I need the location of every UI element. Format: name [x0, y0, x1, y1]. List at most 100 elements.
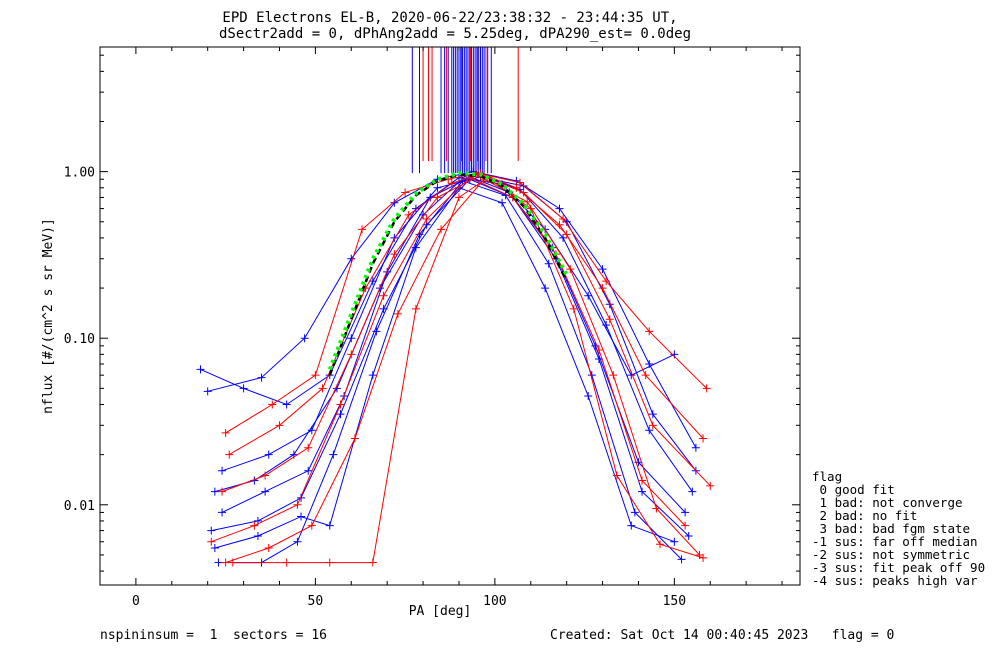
- data-point: [347, 334, 356, 343]
- data-point: [225, 450, 234, 459]
- data-point: [325, 558, 334, 567]
- legend-item: -4 sus: peaks high var: [812, 573, 978, 588]
- data-point: [268, 400, 277, 409]
- legend-item: 1 bad: not converge: [812, 495, 963, 510]
- axis-ticks: 0 50 100 150 0.01 0.10 1.00: [64, 47, 800, 609]
- x-axis-label: PA [deg]: [409, 604, 472, 619]
- data-point: [336, 410, 345, 419]
- data-point: [210, 487, 219, 496]
- data-point: [411, 243, 420, 252]
- data-point: [210, 544, 219, 553]
- data-point: [218, 508, 227, 517]
- data-point: [325, 521, 334, 530]
- series-line: [221, 174, 711, 493]
- series-line: [228, 172, 704, 456]
- legend-title: flag: [812, 469, 842, 484]
- data-point: [605, 315, 614, 324]
- data-point: [602, 277, 611, 286]
- legend-item: 2 bad: no fit: [812, 508, 917, 523]
- data-point: [645, 327, 654, 336]
- data-point: [368, 558, 377, 567]
- data-point: [228, 558, 237, 567]
- data-point: [411, 304, 420, 313]
- data-point: [221, 558, 230, 567]
- data-point: [401, 188, 410, 197]
- series-line: [225, 178, 700, 564]
- data-point: [638, 476, 647, 485]
- data-point: [630, 508, 639, 517]
- data-point: [253, 531, 262, 540]
- data-point: [555, 220, 564, 229]
- data-point: [681, 521, 690, 530]
- data-point: [555, 204, 564, 213]
- data-point: [569, 304, 578, 313]
- data-point: [598, 284, 607, 293]
- plot-layer: [196, 47, 715, 567]
- data-point: [559, 214, 568, 223]
- data-point: [602, 321, 611, 330]
- data-point: [307, 521, 316, 530]
- data-point: [652, 504, 661, 513]
- series-line: [232, 177, 704, 564]
- data-point: [300, 334, 309, 343]
- data-point: [282, 558, 291, 567]
- footer-right: Created: Sat Oct 14 00:40:45 2023 flag =…: [550, 628, 894, 643]
- data-point: [329, 450, 338, 459]
- data-point: [437, 225, 446, 234]
- data-point: [293, 500, 302, 509]
- data-point: [433, 193, 442, 202]
- data-point: [372, 327, 381, 336]
- data-point: [196, 365, 205, 374]
- data-point: [627, 521, 636, 530]
- data-point: [645, 426, 654, 435]
- median-line: [328, 173, 568, 376]
- data-point: [404, 210, 413, 219]
- data-point: [250, 521, 259, 530]
- data-point: [411, 204, 420, 213]
- y-tick-label: 0.01: [64, 499, 95, 514]
- series-line: [225, 172, 708, 434]
- data-point: [261, 487, 270, 496]
- data-point: [641, 371, 650, 380]
- series-line: [218, 180, 682, 564]
- data-point: [336, 400, 345, 409]
- data-point: [347, 350, 356, 359]
- data-point: [584, 291, 593, 300]
- x-tick-label: 100: [483, 594, 506, 609]
- data-point: [648, 410, 657, 419]
- data-point: [221, 428, 230, 437]
- data-point: [516, 178, 524, 187]
- data-point: [688, 487, 697, 496]
- data-point: [307, 426, 316, 435]
- data-point: [699, 434, 708, 443]
- data-point: [347, 254, 356, 263]
- data-point: [638, 487, 647, 496]
- data-point: [670, 537, 679, 546]
- data-point: [681, 508, 690, 517]
- data-point: [368, 371, 377, 380]
- data-point: [264, 450, 273, 459]
- data-point: [239, 384, 248, 393]
- data-point: [648, 421, 657, 430]
- data-point: [218, 487, 227, 496]
- data-point: [422, 214, 431, 223]
- data-point: [261, 471, 270, 480]
- y-axis-label: nflux [#/(cm^2 s sr MeV)]: [41, 218, 56, 414]
- data-point: [699, 553, 708, 562]
- series-line: [221, 176, 697, 472]
- legend-item: -3 sus: fit peak off 90: [812, 560, 985, 575]
- data-point: [304, 466, 313, 475]
- data-point: [264, 544, 273, 553]
- chart-title-line2: dSectr2add = 0, dPhAng2add = 5.25deg, dP…: [219, 26, 691, 42]
- data-point: [519, 188, 528, 197]
- data-point: [523, 197, 532, 206]
- data-point: [684, 531, 693, 540]
- flag-legend: flag 0 good fit 1 bad: not converge 2 ba…: [812, 469, 985, 588]
- data-point: [218, 466, 227, 475]
- series-line: [214, 174, 686, 513]
- data-point: [304, 443, 313, 452]
- data-point: [390, 233, 399, 242]
- data-point: [350, 434, 359, 443]
